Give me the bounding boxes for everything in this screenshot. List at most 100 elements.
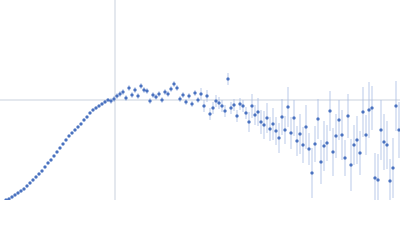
point bbox=[124, 96, 128, 100]
point bbox=[199, 92, 203, 96]
point bbox=[241, 104, 245, 108]
point bbox=[187, 94, 191, 98]
point bbox=[226, 77, 230, 81]
point bbox=[334, 134, 338, 138]
point bbox=[142, 88, 146, 92]
point bbox=[37, 172, 41, 176]
point bbox=[208, 112, 212, 116]
point bbox=[193, 91, 197, 95]
point bbox=[13, 193, 17, 197]
point bbox=[271, 122, 275, 126]
point bbox=[253, 113, 257, 117]
point bbox=[280, 115, 284, 119]
point bbox=[121, 90, 125, 94]
point bbox=[40, 169, 44, 173]
point bbox=[169, 87, 173, 91]
point bbox=[97, 104, 101, 108]
point bbox=[181, 93, 185, 97]
point bbox=[283, 128, 287, 132]
point bbox=[304, 125, 308, 129]
point bbox=[178, 97, 182, 101]
point bbox=[109, 99, 113, 103]
point bbox=[136, 94, 140, 98]
point bbox=[70, 131, 74, 135]
point bbox=[223, 109, 227, 113]
point bbox=[184, 100, 188, 104]
point bbox=[7, 197, 11, 200]
point bbox=[250, 104, 254, 108]
point bbox=[385, 143, 389, 147]
point bbox=[106, 98, 110, 102]
point bbox=[343, 156, 347, 160]
point bbox=[307, 147, 311, 151]
point bbox=[355, 138, 359, 142]
point bbox=[73, 128, 77, 132]
point bbox=[31, 178, 35, 182]
point bbox=[337, 118, 341, 122]
point bbox=[376, 178, 380, 182]
point bbox=[220, 104, 224, 108]
point bbox=[85, 115, 89, 119]
point bbox=[391, 166, 395, 170]
point bbox=[115, 94, 119, 98]
point bbox=[370, 106, 374, 110]
point bbox=[364, 133, 368, 137]
point bbox=[151, 93, 155, 97]
point bbox=[397, 128, 400, 132]
point bbox=[328, 109, 332, 113]
point bbox=[55, 150, 59, 154]
point bbox=[16, 191, 20, 195]
point bbox=[295, 139, 299, 143]
chart bbox=[0, 0, 400, 200]
point bbox=[346, 114, 350, 118]
point bbox=[262, 123, 266, 127]
point bbox=[349, 163, 353, 167]
point bbox=[274, 129, 278, 133]
point bbox=[133, 88, 137, 92]
point bbox=[91, 108, 95, 112]
point bbox=[163, 90, 167, 94]
point bbox=[100, 102, 104, 106]
point bbox=[205, 94, 209, 98]
point bbox=[148, 99, 152, 103]
point bbox=[34, 175, 38, 179]
point bbox=[118, 92, 122, 96]
point bbox=[268, 127, 272, 131]
point bbox=[352, 143, 356, 147]
point bbox=[358, 151, 362, 155]
point bbox=[52, 154, 56, 158]
point bbox=[202, 104, 206, 108]
point bbox=[211, 106, 215, 110]
point bbox=[46, 161, 50, 165]
point bbox=[94, 106, 98, 110]
point bbox=[166, 92, 170, 96]
point bbox=[277, 136, 281, 140]
point bbox=[229, 106, 233, 110]
point bbox=[322, 144, 326, 148]
point bbox=[256, 110, 260, 114]
point bbox=[232, 103, 236, 107]
point bbox=[340, 133, 344, 137]
point bbox=[10, 195, 14, 199]
point bbox=[172, 82, 176, 86]
point bbox=[67, 134, 71, 138]
point bbox=[190, 102, 194, 106]
point bbox=[61, 142, 65, 146]
point bbox=[388, 179, 392, 183]
point bbox=[145, 89, 149, 93]
point bbox=[289, 131, 293, 135]
point bbox=[325, 141, 329, 145]
point bbox=[19, 189, 23, 193]
point bbox=[139, 84, 143, 88]
point bbox=[247, 120, 251, 124]
point bbox=[373, 176, 377, 180]
point bbox=[160, 98, 164, 102]
point bbox=[310, 171, 314, 175]
point bbox=[244, 111, 248, 115]
point bbox=[64, 138, 68, 142]
point bbox=[28, 181, 32, 185]
point bbox=[76, 125, 80, 129]
point bbox=[394, 104, 398, 108]
point bbox=[82, 118, 86, 122]
point bbox=[292, 116, 296, 120]
